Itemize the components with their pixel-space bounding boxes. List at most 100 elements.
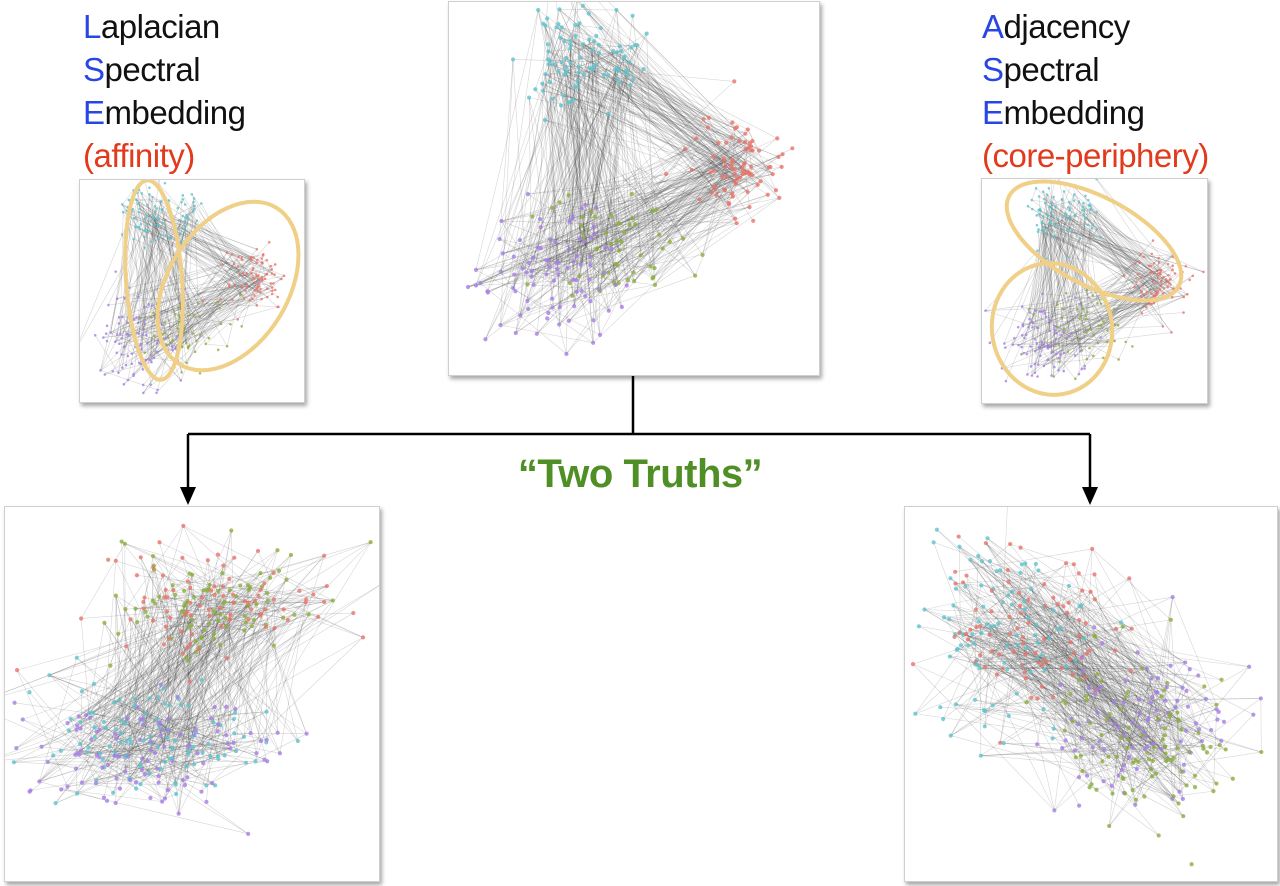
node-green <box>632 279 637 284</box>
node-red <box>729 135 734 140</box>
ase-label: Adjacency Spectral Embedding (core-perip… <box>982 5 1209 177</box>
node-red <box>258 613 263 618</box>
node-red <box>232 262 236 266</box>
node-green <box>1100 759 1105 764</box>
node-green <box>1052 375 1056 378</box>
node-red <box>723 164 728 169</box>
node-red <box>1023 676 1029 681</box>
node-green <box>1081 324 1084 327</box>
node-green <box>1116 323 1120 327</box>
node-cyan <box>561 93 566 98</box>
node-red <box>1157 261 1161 264</box>
node-green <box>667 239 672 245</box>
node-purple <box>567 219 572 224</box>
node-purple <box>553 240 558 245</box>
node-red <box>215 552 221 557</box>
node-purple <box>248 731 253 736</box>
node-red <box>910 662 916 667</box>
node-green <box>1092 354 1095 358</box>
node-cyan <box>576 70 582 75</box>
node-purple <box>1055 352 1058 356</box>
node-green <box>1160 737 1165 742</box>
node-red <box>297 588 302 593</box>
node-purple <box>624 283 629 288</box>
node-purple <box>121 315 124 319</box>
node-red <box>1136 273 1140 276</box>
node-cyan <box>165 735 170 740</box>
node-red <box>1145 290 1149 294</box>
node-red <box>1087 648 1092 653</box>
node-cyan <box>192 197 196 200</box>
node-green <box>192 314 195 317</box>
node-green <box>693 273 698 278</box>
node-cyan <box>134 786 139 791</box>
node-purple <box>1137 725 1142 730</box>
node-cyan <box>138 225 141 229</box>
node-cyan <box>183 203 187 206</box>
node-green <box>292 612 297 617</box>
node-cyan <box>153 223 156 227</box>
node-green <box>1142 794 1147 799</box>
node-purple <box>118 332 122 336</box>
node-red <box>1041 636 1047 642</box>
node-green <box>143 351 147 355</box>
node-red <box>265 272 268 276</box>
node-cyan <box>155 694 161 700</box>
node-red <box>128 617 133 622</box>
node-red <box>1142 255 1146 259</box>
node-green <box>171 339 174 342</box>
node-purple <box>1054 331 1058 335</box>
node-red <box>1055 602 1060 607</box>
node-cyan <box>1062 190 1066 193</box>
node-cyan <box>971 641 976 646</box>
node-green <box>188 313 192 316</box>
node-cyan <box>953 586 959 591</box>
node-green <box>1084 697 1090 703</box>
node-cyan <box>1043 232 1047 235</box>
node-red <box>705 125 711 130</box>
node-green <box>207 582 212 587</box>
node-cyan <box>1037 213 1041 216</box>
node-red <box>1184 264 1188 268</box>
node-red <box>1008 541 1013 547</box>
node-red <box>180 555 185 560</box>
node-purple <box>1203 696 1209 702</box>
node-purple <box>254 751 259 756</box>
node-green <box>1179 769 1184 774</box>
node-green <box>288 552 294 558</box>
node-cyan <box>222 753 227 758</box>
node-green <box>1167 714 1172 719</box>
node-green <box>1105 717 1110 722</box>
node-purple <box>473 267 479 272</box>
node-purple <box>170 345 174 348</box>
node-red <box>1000 666 1005 671</box>
node-cyan <box>644 31 649 36</box>
node-red <box>230 253 234 256</box>
node-cyan <box>556 68 561 74</box>
node-purple <box>142 327 145 331</box>
node-green <box>227 587 232 593</box>
node-red <box>180 651 186 656</box>
node-red <box>259 291 262 294</box>
cluster-ellipse-1 <box>155 199 301 373</box>
node-purple <box>603 245 608 250</box>
node-green <box>201 588 206 593</box>
node-red <box>1152 301 1156 305</box>
node-cyan <box>186 751 191 756</box>
node-cyan <box>1022 599 1027 604</box>
node-red <box>134 573 140 578</box>
node-green <box>592 214 598 219</box>
node-purple <box>1083 367 1086 370</box>
node-green <box>1085 357 1089 361</box>
node-red <box>1169 283 1172 286</box>
node-red <box>742 161 747 166</box>
node-red <box>1159 284 1163 288</box>
node-purple <box>277 751 283 756</box>
node-green <box>243 620 248 625</box>
node-green <box>190 617 195 622</box>
node-red <box>276 295 279 299</box>
node-purple <box>1221 719 1227 724</box>
node-cyan <box>295 738 300 744</box>
node-purple <box>465 284 471 290</box>
node-purple <box>146 342 149 345</box>
